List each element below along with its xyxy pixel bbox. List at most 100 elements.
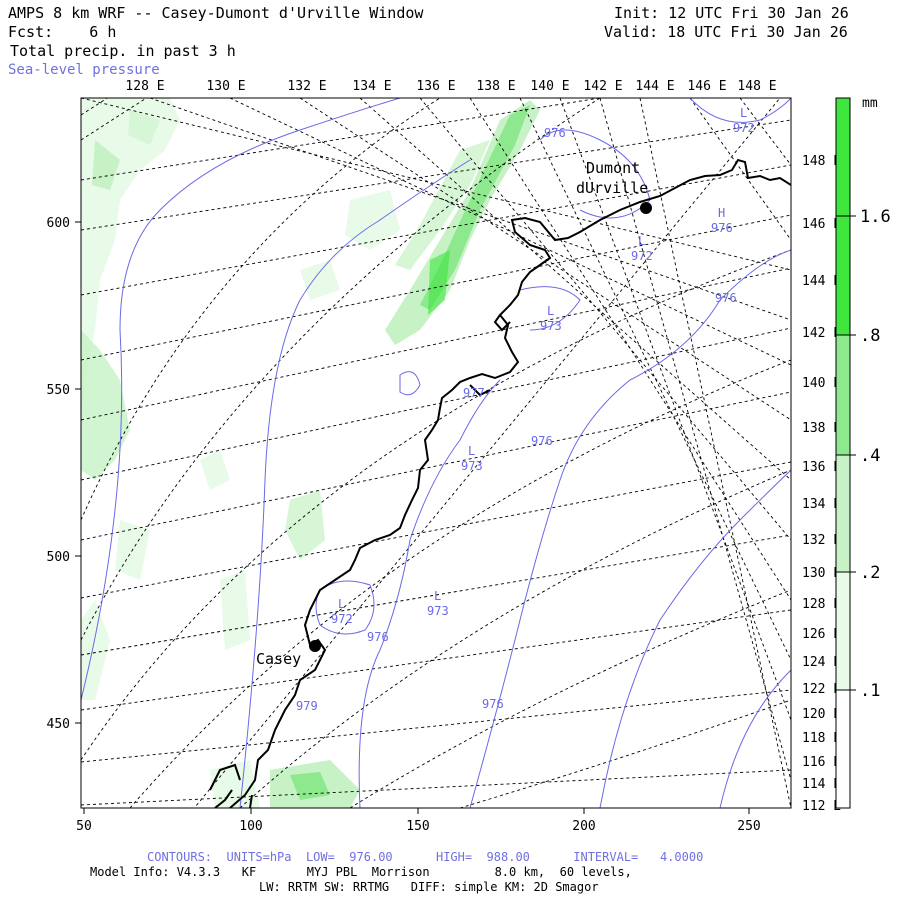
map-frame: [80, 97, 792, 809]
lon-label: 140 E: [802, 376, 841, 391]
lon-label: 142 E: [802, 326, 841, 341]
pressure-value: 972: [733, 121, 755, 135]
valid-time: Valid: 18 UTC Fri 30 Jan 26: [604, 23, 848, 41]
pressure-center-symbol: L: [638, 234, 645, 248]
pressure-center-symbol: L: [547, 304, 554, 318]
pressure-value: 973: [427, 604, 449, 618]
pressure-center-symbol: L: [434, 589, 441, 603]
pressure-center-symbol: L: [338, 597, 345, 611]
pressure-value: 972: [331, 612, 353, 626]
pressure-center-symbol: H: [718, 206, 725, 220]
station-label: dUrville: [576, 179, 648, 197]
x-tick-label: 100: [239, 819, 262, 834]
right-lon-labels: 148 E 146 E 144 E 142 E 140 E 138 E 136 E 134 E…: [802, 154, 841, 814]
top-lon-labels: 128 E 130 E 132 E 134 E 136 E 138 E 140 E 142 E…: [125, 79, 776, 94]
lon-label: 122 E: [802, 682, 841, 697]
lon-label: 120 E: [802, 707, 841, 722]
lon-label: 138 E: [802, 421, 841, 436]
pressure-value: 972: [631, 249, 653, 263]
colorbar-segment: [836, 335, 850, 455]
lon-label: 130 E: [206, 79, 245, 94]
lon-label: 126 E: [802, 627, 841, 642]
precip-shading: [81, 98, 540, 808]
forecast-hour: Fcst: 6 h: [8, 23, 117, 41]
x-axis: 50 100 150 200 250: [76, 808, 761, 834]
pressure-center-symbol: L: [468, 444, 475, 458]
pressure-value: 976: [367, 630, 389, 644]
graticule: [81, 98, 791, 808]
pressure-value: 973: [540, 319, 562, 333]
lon-label: 146 E: [687, 79, 726, 94]
lon-label: 132 E: [287, 79, 326, 94]
station-marker-icon: [640, 202, 652, 214]
colorbar: mm .1 .2 .4 .8 1.6: [835, 96, 891, 809]
x-tick-label: 50: [76, 819, 92, 834]
lon-label: 124 E: [802, 655, 841, 670]
lon-label: 148 E: [802, 154, 841, 169]
station-dumont-durville: Dumont dUrville: [576, 159, 652, 214]
init-time: Init: 12 UTC Fri 30 Jan 26: [614, 4, 849, 22]
lon-label: 144 E: [802, 274, 841, 289]
colorbar-level-label: .8: [860, 326, 880, 346]
colorbar-level-label: .1: [860, 681, 880, 701]
colorbar-segment: [836, 572, 850, 690]
lon-label: 146 E: [802, 217, 841, 232]
pressure-value: 976: [531, 434, 553, 448]
station-casey: Casey: [256, 640, 321, 668]
lon-label: 144 E: [635, 79, 674, 94]
pressure-value: 979: [296, 699, 318, 713]
colorbar-frame: [835, 97, 851, 809]
model-info: Model Info: V4.3.3 KF MYJ PBL Morrison 8…: [90, 865, 632, 879]
colorbar-segment: [836, 455, 850, 572]
lon-label: 148 E: [737, 79, 776, 94]
lon-label: 136 E: [416, 79, 455, 94]
field-name: Total precip. in past 3 h: [10, 42, 236, 60]
y-tick-label: 600: [47, 216, 70, 231]
pressure-value: 973: [461, 459, 483, 473]
contour-info: CONTOURS: UNITS=hPa LOW= 976.00 HIGH= 98…: [147, 850, 704, 864]
lon-label: 140 E: [530, 79, 569, 94]
y-tick-label: 450: [47, 717, 70, 732]
overlay-name: Sea-level pressure: [8, 62, 160, 78]
station-label: Casey: [256, 650, 301, 668]
colorbar-level-label: .4: [860, 446, 880, 466]
y-axis: 600 550 500 450: [47, 216, 81, 732]
pressure-value: 976: [544, 126, 566, 140]
x-tick-label: 250: [737, 819, 760, 834]
physics-info: LW: RRTM SW: RRTMG DIFF: simple KM: 2D S…: [259, 880, 599, 894]
colorbar-unit: mm: [862, 96, 878, 111]
lon-label: 128 E: [802, 597, 841, 612]
lon-label: 130 E: [802, 566, 841, 581]
station-label: Dumont: [586, 159, 640, 177]
y-tick-label: 500: [47, 550, 70, 565]
lon-label: 116 E: [802, 755, 841, 770]
pressure-center-symbol: L: [740, 106, 747, 120]
colorbar-segment: [836, 216, 850, 335]
pressure-value: 977: [463, 386, 485, 400]
pressure-value: 976: [715, 291, 737, 305]
lon-label: 112 E: [802, 799, 841, 814]
pressure-value: 976: [711, 221, 733, 235]
lon-label: 132 E: [802, 533, 841, 548]
lon-label: 138 E: [476, 79, 515, 94]
lon-label: 114 E: [802, 777, 841, 792]
lon-label: 128 E: [125, 79, 164, 94]
slp-contours: [81, 98, 791, 808]
colorbar-level-label: 1.6: [860, 207, 891, 227]
pressure-value: 976: [482, 697, 504, 711]
plot-title: AMPS 8 km WRF -- Casey-Dumont d'Urville …: [8, 4, 424, 22]
lon-label: 136 E: [802, 460, 841, 475]
colorbar-segment: [836, 98, 850, 216]
station-marker-icon: [309, 640, 321, 652]
x-tick-label: 200: [572, 819, 595, 834]
x-tick-label: 150: [406, 819, 429, 834]
lon-label: 134 E: [802, 497, 841, 512]
pressure-labels: L 972 H 976 L 972 976 L 973 976 L 973 L …: [296, 106, 755, 713]
colorbar-segment: [836, 690, 850, 808]
lon-label: 142 E: [583, 79, 622, 94]
lon-label: 134 E: [352, 79, 391, 94]
lon-label: 118 E: [802, 731, 841, 746]
y-tick-label: 550: [47, 383, 70, 398]
colorbar-level-label: .2: [860, 563, 880, 583]
